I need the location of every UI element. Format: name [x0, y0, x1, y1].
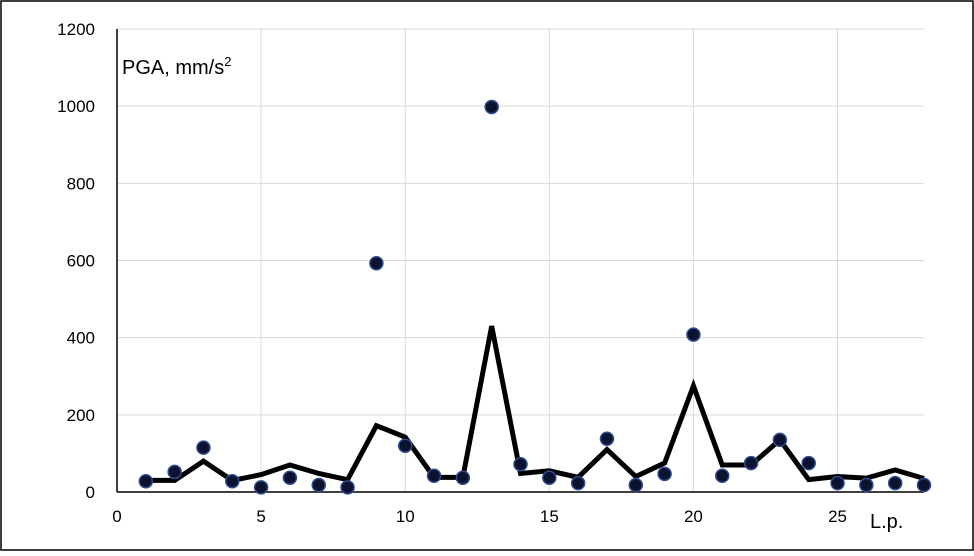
data-point: [311, 477, 326, 493]
data-point: [887, 475, 903, 491]
data-point: [225, 473, 240, 489]
data-point: [657, 466, 672, 482]
y-tick-label: 600: [67, 252, 95, 271]
data-point: [196, 440, 211, 455]
y-tick-label: 400: [67, 329, 95, 348]
x-axis-title: L.p.: [870, 511, 903, 533]
x-tick-label: 0: [112, 507, 121, 526]
data-point: [628, 477, 644, 493]
data-point: [743, 455, 759, 471]
data-point: [542, 470, 557, 485]
data-point: [772, 432, 788, 448]
data-point: [830, 475, 845, 491]
data-point: [801, 455, 816, 471]
data-point: [397, 438, 413, 453]
data-point: [859, 477, 874, 493]
y-axis-title-superscript: 2: [224, 54, 231, 69]
y-tick-label: 800: [67, 174, 95, 193]
data-point: [369, 255, 384, 271]
y-tick-label: 200: [67, 406, 95, 425]
data-point: [455, 470, 471, 485]
y-tick-label: 1200: [57, 20, 95, 39]
x-tick-label: 25: [828, 507, 847, 526]
x-tick-label: 15: [540, 507, 559, 526]
data-point: [686, 327, 701, 342]
data-point: [138, 473, 154, 489]
scatter-series: [138, 99, 932, 495]
data-point: [513, 456, 528, 472]
data-point: [167, 464, 182, 480]
x-tick-label: 20: [684, 507, 703, 526]
y-axis-title-text: PGA, mm/s: [122, 57, 224, 79]
data-point: [282, 470, 298, 485]
data-point: [570, 475, 586, 491]
y-tick-label: 1000: [57, 97, 95, 116]
line-series: [145, 325, 925, 484]
series-line-path: [145, 325, 925, 484]
data-point: [484, 99, 499, 115]
axes: [116, 29, 924, 493]
y-tick-label: 0: [86, 483, 95, 502]
x-tick-label: 5: [256, 507, 265, 526]
data-point: [426, 468, 442, 484]
data-point: [253, 480, 269, 495]
tick-labels: 0 200 400 600 800 1000 1200 0 5 10 15 20 25: [57, 20, 847, 526]
data-point: [340, 480, 355, 495]
grid-lines: [117, 28, 924, 492]
y-axis-title: PGA, mm/s2: [122, 54, 231, 79]
data-point: [916, 477, 932, 493]
data-point: [715, 468, 730, 484]
x-tick-label: 10: [396, 507, 415, 526]
data-point: [599, 431, 615, 447]
